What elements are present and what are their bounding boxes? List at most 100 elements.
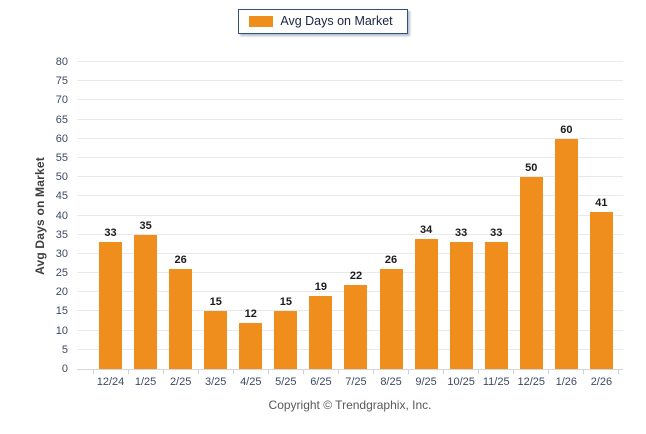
bar <box>414 238 438 369</box>
bar-slot: 22 <box>338 62 373 369</box>
bar-slot: 15 <box>198 62 233 369</box>
y-tick-label: 75 <box>55 75 68 88</box>
bar <box>449 242 473 369</box>
bars-row: 33 35 26 15 12 15 19 22 26 34 33 33 50 60 41 <box>77 62 623 369</box>
bar-value-label: 15 <box>279 296 292 309</box>
x-tick-label: 8/25 <box>380 376 402 388</box>
bar-slot: 60 <box>549 62 584 369</box>
y-tick-label: 40 <box>55 209 68 222</box>
x-tick-mark <box>199 370 234 374</box>
plot-area: 33 35 26 15 12 15 19 22 26 34 33 33 50 60 41 <box>77 61 623 370</box>
x-tick-label: 7/25 <box>345 376 367 388</box>
x-tick-mark <box>549 370 584 374</box>
y-tick-label: 50 <box>55 171 68 184</box>
gridline <box>77 176 623 178</box>
bar-value-label: 60 <box>560 123 573 136</box>
x-tick-mark <box>374 370 409 374</box>
gridline <box>77 118 623 120</box>
x-tick-label: 2/26 <box>590 376 613 388</box>
bar <box>239 322 263 369</box>
bar-value-label: 33 <box>490 227 503 240</box>
x-tick-label: 4/25 <box>240 376 262 388</box>
y-tick-label: 20 <box>55 286 68 299</box>
bar-slot: 26 <box>374 62 409 369</box>
x-tick-mark <box>93 370 129 374</box>
y-tick-label: 60 <box>55 132 68 145</box>
gridline <box>77 252 623 254</box>
bar <box>379 269 403 369</box>
bar-value-label: 15 <box>209 296 222 309</box>
gridline <box>77 80 623 82</box>
x-tick-label: 1/25 <box>134 376 157 388</box>
y-tick-label: 10 <box>55 324 68 337</box>
bar <box>519 177 543 369</box>
bar-slot: 50 <box>514 62 549 369</box>
gridline <box>77 156 623 158</box>
bar-value-label: 34 <box>419 223 433 236</box>
x-axis-ticks <box>77 370 623 374</box>
x-tick-mark <box>164 370 199 374</box>
bar-value-label: 41 <box>595 196 608 209</box>
bar-slot: 12 <box>233 62 268 369</box>
bar-slot: 33 <box>444 62 479 369</box>
bar-value-label: 35 <box>139 219 152 232</box>
y-tick-label: 0 <box>61 363 68 375</box>
x-tick-mark <box>304 370 339 374</box>
legend-box: Avg Days on Market <box>238 9 408 34</box>
bar-value-label: 22 <box>349 269 363 282</box>
x-tick-label: 10/25 <box>447 376 475 388</box>
x-tick-mark <box>234 370 269 374</box>
bar-slot: 34 <box>409 62 444 369</box>
bar-slot: 41 <box>584 62 619 369</box>
legend-container: Avg Days on Market <box>0 0 646 34</box>
bar <box>169 269 193 369</box>
x-tick-mark <box>514 370 549 374</box>
gridline <box>77 61 623 62</box>
x-tick-label: 11/25 <box>482 376 510 388</box>
bar-value-label: 12 <box>244 307 257 320</box>
bar-slot: 35 <box>128 62 163 369</box>
bar <box>274 311 298 369</box>
y-tick-label: 45 <box>55 190 68 203</box>
gridline <box>77 137 623 139</box>
bar-value-label: 33 <box>455 227 468 240</box>
bar-slot: 26 <box>163 62 198 369</box>
bar-value-label: 19 <box>314 281 328 294</box>
x-tick-mark <box>409 370 444 374</box>
legend-swatch-icon <box>249 16 274 27</box>
copyright-text: Copyright © Trendgraphix, Inc. <box>268 398 432 412</box>
bar <box>484 242 508 369</box>
x-tick-label: 9/25 <box>415 376 437 388</box>
x-tick-label: 5/25 <box>275 376 297 388</box>
bar-slot: 19 <box>303 62 338 369</box>
y-tick-label: 80 <box>55 56 68 68</box>
y-tick-label: 65 <box>55 113 68 126</box>
x-tick-label: 12/24 <box>96 376 125 388</box>
bar <box>554 138 578 369</box>
legend-label: Avg Days on Market <box>280 14 393 28</box>
x-tick-mark <box>339 370 374 374</box>
x-tick-label: 6/25 <box>310 376 332 388</box>
y-tick-label: 70 <box>55 94 68 107</box>
x-tick-mark <box>129 370 164 374</box>
gridline <box>77 272 623 274</box>
y-tick-label: 5 <box>61 343 68 356</box>
bar-value-label: 33 <box>104 227 117 240</box>
x-tick-label: 1/26 <box>555 376 578 388</box>
bar-slot: 33 <box>93 62 128 369</box>
bar-slot: 33 <box>479 62 514 369</box>
gridline <box>77 233 623 235</box>
bar <box>589 211 613 369</box>
bar <box>309 296 333 369</box>
bar-value-label: 50 <box>525 162 538 175</box>
bar <box>344 284 368 369</box>
y-tick-label: 30 <box>55 247 68 260</box>
x-tick-mark <box>269 370 304 374</box>
bar <box>99 242 123 369</box>
gridline <box>77 214 623 216</box>
y-tick-label: 55 <box>55 151 68 164</box>
y-tick-label: 15 <box>55 305 68 318</box>
bar <box>204 311 228 369</box>
x-tick-mark <box>479 370 514 374</box>
